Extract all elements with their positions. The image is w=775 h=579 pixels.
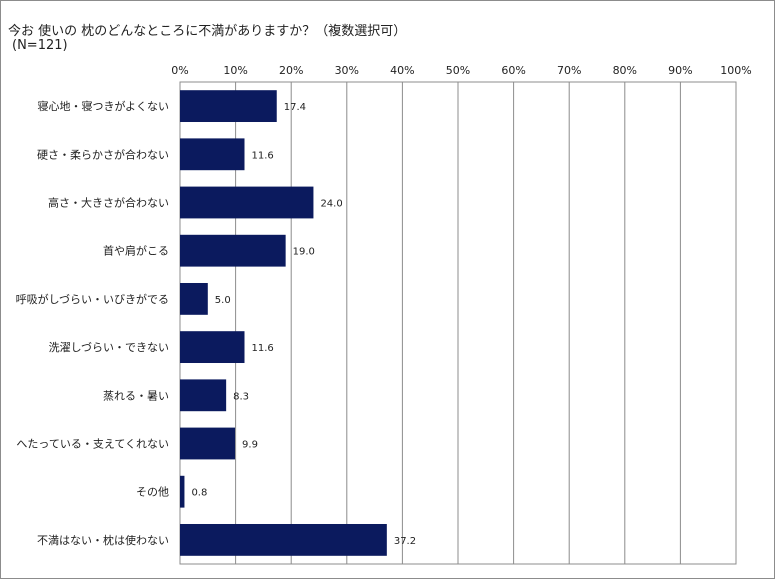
- bar: [180, 234, 286, 267]
- bar: [180, 90, 277, 123]
- category-label: へたっている・支えてくれない: [16, 438, 169, 451]
- data-label: 11.6: [251, 150, 273, 161]
- bar: [180, 523, 387, 556]
- bar: [180, 379, 227, 412]
- data-label: 5.0: [215, 295, 231, 306]
- x-tick-label: 0%: [171, 64, 188, 77]
- category-label: 蒸れる・暑い: [103, 389, 169, 402]
- bar: [180, 138, 245, 171]
- x-tick-label: 90%: [668, 64, 692, 77]
- data-label: 37.2: [394, 536, 416, 547]
- category-label: 首や肩がこる: [103, 244, 169, 258]
- x-tick-label: 60%: [501, 64, 525, 77]
- data-label: 17.4: [284, 102, 306, 113]
- x-tick-label: 10%: [223, 64, 247, 77]
- data-label: 0.8: [191, 488, 207, 499]
- chart-title: 今お 使いの 枕のどんなところに不満がありますか？（複数選択可）: [8, 24, 407, 39]
- bar: [180, 475, 185, 508]
- x-tick-label: 20%: [279, 64, 303, 77]
- data-label: 19.0: [293, 247, 315, 258]
- data-label: 8.3: [233, 391, 249, 402]
- chart-subtitle: (N=121): [12, 38, 68, 53]
- category-label: 硬さ・柔らかさが合わない: [37, 147, 169, 161]
- x-tick-label: 30%: [335, 64, 359, 77]
- x-tick-label: 80%: [613, 64, 637, 77]
- data-label: 24.0: [320, 199, 342, 210]
- x-tick-label: 100%: [720, 64, 751, 77]
- x-tick-label: 70%: [557, 64, 581, 77]
- bar: [180, 282, 208, 315]
- data-label: 9.9: [242, 440, 258, 451]
- data-label: 11.6: [251, 343, 273, 354]
- category-label: その他: [136, 486, 169, 499]
- x-tick-label: 50%: [446, 64, 470, 77]
- bar: [180, 186, 314, 219]
- bar: [180, 427, 236, 460]
- bar: [180, 331, 245, 364]
- category-label: 寝心地・寝つきがよくない: [38, 99, 169, 113]
- category-label: 呼吸がしづらい・いびきがでる: [16, 292, 169, 306]
- category-label: 洗濯しづらい・できない: [49, 341, 169, 354]
- category-label: 不満はない・枕は使わない: [37, 533, 169, 547]
- x-tick-label: 40%: [390, 64, 414, 77]
- category-label: 高さ・大きさが合わない: [48, 196, 169, 210]
